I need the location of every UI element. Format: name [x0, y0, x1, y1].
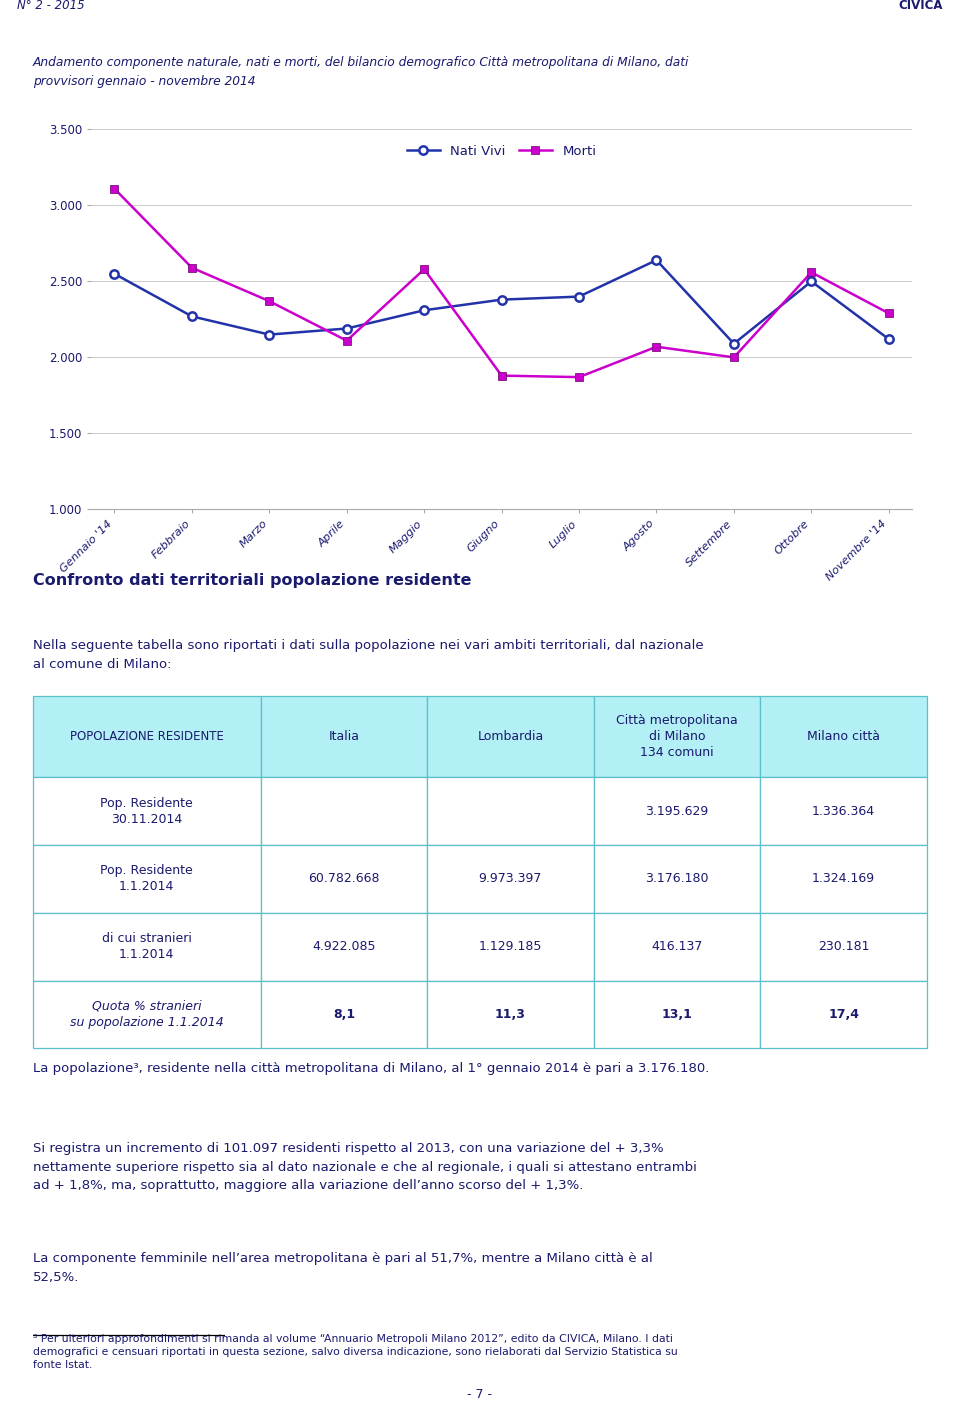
Text: 1.324.169: 1.324.169 — [812, 872, 876, 885]
Bar — [593, 981, 760, 1048]
Bar — [760, 913, 927, 981]
Text: Andamento componente naturale, nati e morti, del bilancio demografico Città metr: Andamento componente naturale, nati e mo… — [33, 56, 689, 87]
Text: 3.176.180: 3.176.180 — [645, 872, 708, 885]
Text: 8,1: 8,1 — [333, 1007, 355, 1021]
Bar — [33, 696, 261, 777]
Bar — [261, 981, 427, 1048]
Text: Città metropolitana
di Milano
134 comuni: Città metropolitana di Milano 134 comuni — [616, 715, 737, 760]
Text: Nella seguente tabella sono riportati i dati sulla popolazione nei vari ambiti t: Nella seguente tabella sono riportati i … — [33, 639, 704, 671]
Text: Lombardia: Lombardia — [477, 730, 543, 743]
Bar — [427, 981, 593, 1048]
Text: Quota % stranieri
su popolazione 1.1.2014: Quota % stranieri su popolazione 1.1.201… — [70, 1000, 224, 1029]
Bar — [261, 913, 427, 981]
Bar — [593, 696, 760, 777]
Bar — [33, 777, 261, 846]
Text: La popolazione³, residente nella città metropolitana di Milano, al 1° gennaio 20: La popolazione³, residente nella città m… — [33, 1062, 709, 1075]
Bar — [760, 777, 927, 846]
Bar — [33, 846, 261, 913]
Legend: Nati Vivi, Morti: Nati Vivi, Morti — [401, 139, 602, 163]
Text: - 7 -: - 7 - — [468, 1387, 492, 1401]
Bar — [261, 777, 427, 846]
Bar — [33, 913, 261, 981]
Bar — [760, 696, 927, 777]
Bar — [593, 846, 760, 913]
Text: 9.973.397: 9.973.397 — [479, 872, 542, 885]
Text: POPOLAZIONE RESIDENTE: POPOLAZIONE RESIDENTE — [70, 730, 224, 743]
Text: Milano città: Milano città — [807, 730, 880, 743]
Text: 416.137: 416.137 — [651, 940, 703, 953]
Bar — [261, 846, 427, 913]
Bar — [427, 777, 593, 846]
Text: 1.129.185: 1.129.185 — [479, 940, 542, 953]
Text: 3.195.629: 3.195.629 — [645, 805, 708, 817]
Text: Pop. Residente
30.11.2014: Pop. Residente 30.11.2014 — [101, 796, 193, 826]
Bar — [427, 846, 593, 913]
Bar — [760, 846, 927, 913]
Text: 60.782.668: 60.782.668 — [308, 872, 380, 885]
Text: 17,4: 17,4 — [828, 1007, 859, 1021]
Bar — [261, 696, 427, 777]
Text: Si registra un incremento di 101.097 residenti rispetto al 2013, con una variazi: Si registra un incremento di 101.097 res… — [33, 1142, 697, 1193]
Bar — [593, 913, 760, 981]
Text: 11,3: 11,3 — [495, 1007, 526, 1021]
Text: N° 2 - 2015: N° 2 - 2015 — [17, 0, 84, 13]
Text: ³ Per ulteriori approfondimenti si rimanda al volume “Annuario Metropoli Milano : ³ Per ulteriori approfondimenti si riman… — [33, 1334, 678, 1370]
Text: 13,1: 13,1 — [661, 1007, 692, 1021]
Text: 4.922.085: 4.922.085 — [312, 940, 375, 953]
Bar — [593, 777, 760, 846]
Text: CIVICA: CIVICA — [899, 0, 943, 13]
Text: 1.336.364: 1.336.364 — [812, 805, 876, 817]
Bar — [427, 696, 593, 777]
Bar — [760, 981, 927, 1048]
Text: di cui stranieri
1.1.2014: di cui stranieri 1.1.2014 — [102, 933, 192, 961]
Bar — [427, 913, 593, 981]
Bar — [33, 981, 261, 1048]
Text: 230.181: 230.181 — [818, 940, 870, 953]
Text: Italia: Italia — [328, 730, 359, 743]
Text: La componente femminile nell’area metropolitana è pari al 51,7%, mentre a Milano: La componente femminile nell’area metrop… — [33, 1252, 653, 1283]
Text: Confronto dati territoriali popolazione residente: Confronto dati territoriali popolazione … — [33, 573, 471, 588]
Text: Pop. Residente
1.1.2014: Pop. Residente 1.1.2014 — [101, 864, 193, 893]
